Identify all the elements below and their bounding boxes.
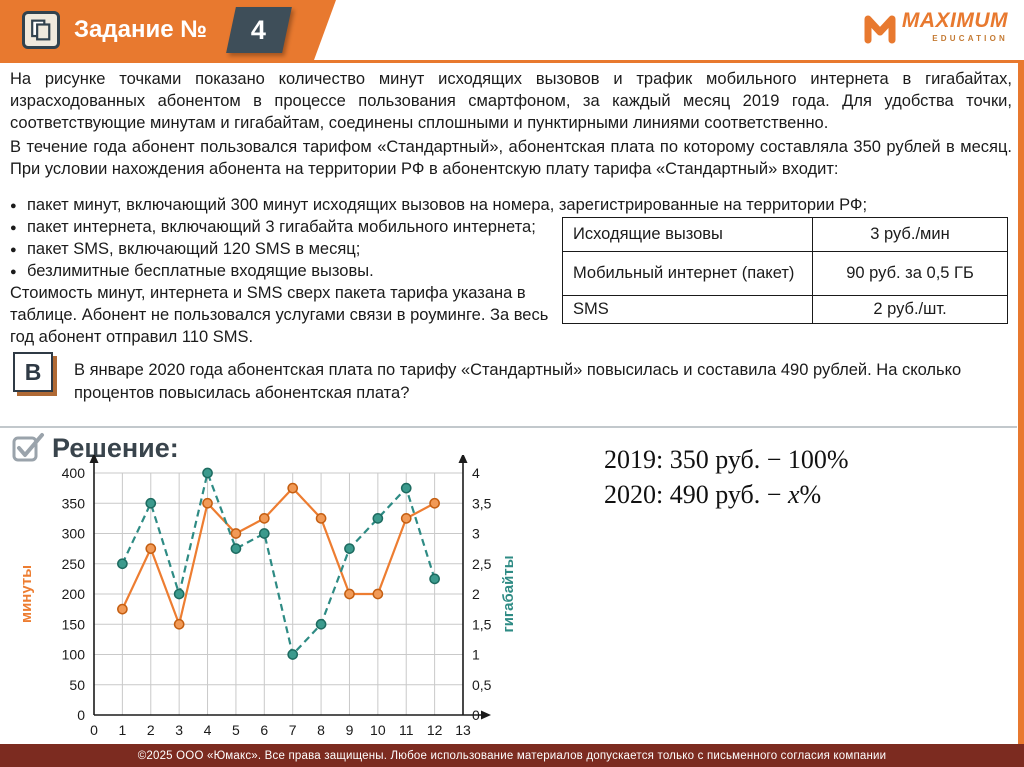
solution-line-2: 2020: 490 руб. − x% (604, 477, 849, 512)
svg-text:250: 250 (62, 556, 86, 572)
brand-m-icon (864, 15, 896, 44)
header: Задание № 4 MAXIMUM EDUCATION (0, 0, 1024, 60)
brand-subtitle: EDUCATION (932, 34, 1008, 43)
svg-text:300: 300 (62, 526, 86, 542)
svg-text:400: 400 (62, 465, 86, 481)
usage-chart: 05010015020025030035040000,511,522,533,5… (18, 455, 517, 738)
problem-paragraph-2: В течение года абонент пользовался тариф… (10, 138, 1012, 178)
bullet-item: безлимитные бесплатные входящие вызовы. (10, 260, 1010, 283)
bullet-item: пакет минут, включающий 300 минут исходя… (10, 194, 1010, 217)
table-row: Мобильный интернет (пакет) 90 руб. за 0,… (562, 251, 1008, 296)
brand-name: MAXIMUM (901, 9, 1008, 32)
brand-text: MAXIMUM EDUCATION (902, 9, 1008, 43)
document-icon (22, 11, 60, 49)
checkbox-icon (12, 431, 46, 468)
svg-text:100: 100 (62, 647, 86, 663)
svg-text:1,5: 1,5 (472, 616, 492, 632)
bullet-item: пакет интернета, включающий 3 гигабайта … (10, 216, 1010, 239)
solution-line-1: 2019: 350 руб. − 100% (604, 445, 849, 474)
svg-text:150: 150 (62, 616, 86, 632)
question-text: В январе 2020 года абонентская плата по … (74, 361, 962, 402)
svg-text:8: 8 (317, 722, 325, 738)
svg-text:6: 6 (260, 722, 268, 738)
task-header-band: Задание № 4 (0, 0, 336, 60)
svg-text:350: 350 (62, 495, 86, 511)
table-row: Исходящие вызовы 3 руб./мин (562, 217, 1008, 252)
section-divider (0, 426, 1017, 428)
svg-text:0,5: 0,5 (472, 677, 492, 693)
svg-text:0: 0 (472, 707, 480, 723)
header-divider (0, 60, 1024, 63)
svg-text:10: 10 (370, 722, 386, 738)
tariff-price-cell: 90 руб. за 0,5 ГБ (812, 251, 1008, 296)
tariff-name-cell: Мобильный интернет (пакет) (562, 251, 813, 296)
tariff-name-cell: SMS (562, 295, 813, 324)
problem-paragraph-1: На рисунке точками показано количество м… (10, 70, 1012, 132)
svg-text:1: 1 (472, 647, 480, 663)
svg-text:3: 3 (175, 722, 183, 738)
tariff-price-cell: 2 руб./шт. (812, 295, 1008, 324)
svg-text:0: 0 (77, 707, 85, 723)
solution-variable: x (787, 480, 800, 509)
svg-text:2,5: 2,5 (472, 556, 492, 572)
svg-text:2: 2 (472, 586, 480, 602)
tariff-details: пакет минут, включающий 300 минут исходя… (10, 194, 1010, 348)
solution-math: 2019: 350 руб. − 100% 2020: 490 руб. − x… (604, 442, 849, 512)
copyright-text: ©2025 ООО «Юмакс». Все права защищены. Л… (137, 749, 887, 762)
question-marker-letter: В (24, 358, 42, 385)
svg-text:9: 9 (346, 722, 354, 738)
svg-text:7: 7 (289, 722, 297, 738)
svg-text:2: 2 (147, 722, 155, 738)
task-title: Задание № (74, 16, 207, 43)
task-number-box: 4 (226, 7, 292, 53)
task-number: 4 (251, 14, 267, 45)
svg-text:11: 11 (399, 722, 414, 738)
svg-text:3,5: 3,5 (472, 495, 492, 511)
svg-text:минуты: минуты (18, 565, 35, 623)
svg-text:3: 3 (472, 526, 480, 542)
content: На рисунке точками показано количество м… (0, 63, 1018, 744)
tariff-price-cell: 3 руб./мин (812, 217, 1008, 252)
tariff-name-cell: Исходящие вызовы (562, 217, 813, 252)
solution-title: Решение: (52, 433, 179, 463)
solution-line-2-pre: 2020: 490 руб. − (604, 480, 788, 509)
tariff-table: Исходящие вызовы 3 руб./мин Мобильный ин… (562, 217, 1008, 324)
svg-text:200: 200 (62, 586, 86, 602)
problem-paragraph-3: Стоимость минут, интернета и SMS сверх п… (10, 284, 549, 346)
svg-text:50: 50 (69, 677, 85, 693)
svg-text:4: 4 (472, 465, 480, 481)
svg-text:5: 5 (232, 722, 240, 738)
svg-text:гигабайты: гигабайты (500, 555, 517, 632)
brand-logo: MAXIMUM EDUCATION (863, 9, 1008, 44)
right-accent-strip (1018, 63, 1024, 744)
solution-line-2-post: % (799, 480, 822, 509)
footer: ©2025 ООО «Юмакс». Все права защищены. Л… (0, 744, 1024, 767)
tariff-bullet-list: пакет минут, включающий 300 минут исходя… (10, 194, 1010, 283)
svg-text:13: 13 (455, 722, 471, 738)
table-row: SMS 2 руб./шт. (562, 295, 1008, 324)
question-marker-box: В (13, 352, 53, 392)
svg-text:0: 0 (90, 722, 98, 738)
bullet-item: пакет SMS, включающий 120 SMS в месяц; (10, 238, 1010, 261)
svg-text:12: 12 (427, 722, 443, 738)
svg-text:1: 1 (118, 722, 126, 738)
svg-text:4: 4 (204, 722, 212, 738)
